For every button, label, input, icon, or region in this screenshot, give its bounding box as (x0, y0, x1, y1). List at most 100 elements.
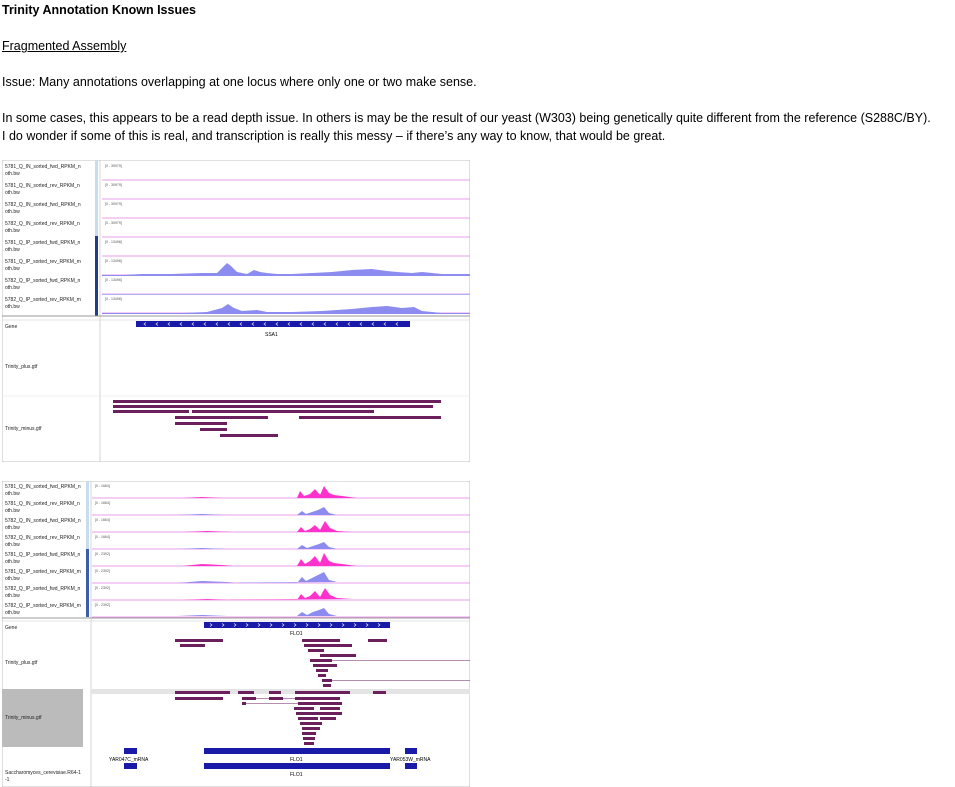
track-name[interactable]: 5782_Q_IP_sorted_rev_RPKM_m (5, 297, 81, 303)
ref-feature-flo1-box-1 (204, 748, 390, 754)
paragraph-line-1: In some cases, this appears to be a read… (2, 111, 931, 125)
track-scale: [0 - 1664] (95, 535, 110, 539)
track-name[interactable]: 5781_Q_IP_sorted_fwd_RPKM_n (5, 552, 81, 558)
track-scale: [0 - 1664] (95, 501, 110, 505)
track-name-suffix: oth.bw (5, 491, 20, 497)
track-name[interactable]: 5781_Q_IN_sorted_rev_RPKM_n (5, 501, 80, 507)
track-name-suffix: oth.bw (5, 190, 20, 196)
section-heading: Fragmented Assembly (2, 39, 127, 53)
track-name[interactable]: 5781_Q_IN_sorted_fwd_RPKM_n (5, 164, 81, 170)
strand-arrow-icon (269, 623, 273, 627)
track-name[interactable]: 5781_Q_IN_sorted_rev_RPKM_n (5, 183, 80, 189)
strand-arrow-icon (341, 623, 345, 627)
igv-screenshot-ssa1: 5781_Q_IN_sorted_fwd_RPKM_n oth.bw [0 - 30… (2, 160, 470, 462)
gene-flo1 (204, 622, 390, 628)
track-name-suffix: oth.bw (5, 576, 20, 582)
track-scale: [0 - 1664] (95, 484, 110, 488)
strand-arrow-icon (395, 322, 399, 326)
track-name[interactable]: 5781_Q_IN_sorted_fwd_RPKM_n (5, 484, 81, 490)
track-name-suffix: oth.bw (5, 610, 20, 616)
strand-arrow-icon (383, 322, 387, 326)
gene-name-ssa1: SSA1 (265, 332, 278, 338)
strand-arrow-icon (155, 322, 159, 326)
strand-arrow-icon (215, 322, 219, 326)
igv-screenshot-flo1: 5781_Q_IN_sorted_fwd_RPKM_n oth.bw [0 - 16… (2, 481, 470, 787)
track-scale: [0 - 30979] (105, 221, 122, 225)
strand-arrow-icon (293, 623, 297, 627)
strand-arrow-icon (275, 322, 279, 326)
track-scale: [0 - 13496] (105, 278, 122, 282)
track-scale: [0 - 2392] (95, 603, 110, 607)
track-name-suffix: oth.bw (5, 525, 20, 531)
ref-feature-yar053w-box (405, 748, 417, 754)
strand-arrow-icon (377, 623, 381, 627)
track-scale: [0 - 13496] (105, 297, 122, 301)
track-name-suffix: oth.bw (5, 508, 20, 514)
track-name-suffix: oth.bw (5, 266, 20, 272)
track-scale: [0 - 2392] (95, 552, 110, 556)
track-name[interactable]: 5782_Q_IN_sorted_fwd_RPKM_n (5, 202, 81, 208)
track-name[interactable]: 5781_Q_IP_sorted_rev_RPKM_m (5, 259, 81, 265)
ip-coverage-5781-fwd (102, 263, 470, 276)
strand-arrow-icon (323, 322, 327, 326)
track-scale: [0 - 30979] (105, 164, 122, 168)
strand-arrow-icon (281, 623, 285, 627)
strand-arrow-icon (299, 322, 303, 326)
track-name[interactable]: 5782_Q_IN_sorted_rev_RPKM_n (5, 221, 80, 227)
track-name-suffix: oth.bw (5, 171, 20, 177)
track-name-suffix: oth.bw (5, 247, 20, 253)
strand-arrow-icon (329, 623, 333, 627)
track-scale: [0 - 30979] (105, 202, 122, 206)
strand-arrow-icon (347, 322, 351, 326)
strand-arrow-icon (203, 322, 207, 326)
gene-track-label: Gene (5, 324, 17, 330)
ref-feature-label-yar053w: YAR053W_mRNA (390, 757, 431, 763)
strand-arrow-icon (257, 623, 261, 627)
ref-feature-flo1-box-2 (204, 763, 390, 769)
trinity-minus-transcripts (113, 400, 441, 437)
strand-arrow-icon (335, 322, 339, 326)
strand-arrow-icon (371, 322, 375, 326)
strand-arrow-icon (245, 623, 249, 627)
ip-coverage-5781-rev (102, 294, 470, 295)
track-name-suffix: oth.bw (5, 285, 20, 291)
gene-name-flo1: FLO1 (290, 631, 303, 637)
track-name[interactable]: 5781_Q_IP_sorted_rev_RPKM_m (5, 569, 81, 575)
strand-arrow-icon (209, 623, 213, 627)
trinity-minus-label: Trinity_minus.gtf (5, 426, 42, 432)
strand-arrow-icon (359, 322, 363, 326)
paragraph-line-2: I do wonder if some of this is real, and… (2, 129, 666, 143)
strand-arrow-icon (311, 322, 315, 326)
track-name[interactable]: 5782_Q_IP_sorted_fwd_RPKM_n (5, 586, 81, 592)
gene-track-label: Gene (5, 625, 17, 631)
trinity-minus-selected-bg (2, 689, 83, 747)
ref-feature-yar047c-box-2 (124, 763, 137, 769)
track-scale: [0 - 2392] (95, 586, 110, 590)
gene-ssa1 (136, 321, 410, 327)
trinity-plus-label: Trinity_plus.gtf (5, 660, 38, 666)
strand-arrow-icon (305, 623, 309, 627)
track-scale: [0 - 2392] (95, 569, 110, 573)
reference-track-label-1: Saccharomyces_cerevisiae.R64-1 (5, 770, 81, 776)
track-name-suffix: oth.bw (5, 542, 20, 548)
ref-feature-label-flo1-2: FLO1 (290, 772, 303, 778)
track-name[interactable]: 5782_Q_IP_sorted_rev_RPKM_m (5, 603, 81, 609)
track-name[interactable]: 5781_Q_IP_sorted_fwd_RPKM_n (5, 240, 81, 246)
strand-arrow-icon (251, 322, 255, 326)
track-name[interactable]: 5782_Q_IN_sorted_rev_RPKM_n (5, 535, 80, 541)
track-name[interactable]: 5782_Q_IN_sorted_fwd_RPKM_n (5, 518, 81, 524)
track-scale: [0 - 13496] (105, 259, 122, 263)
track-name-suffix: oth.bw (5, 209, 20, 215)
page-title: Trinity Annotation Known Issues (2, 3, 196, 17)
trinity-minus-transcripts (175, 691, 386, 745)
track-name[interactable]: 5782_Q_IP_sorted_fwd_RPKM_n (5, 278, 81, 284)
strand-arrow-icon (227, 322, 231, 326)
coverage-peaks-flo1 (177, 486, 357, 616)
trinity-minus-label: Trinity_minus.gtf (5, 715, 42, 721)
trinity-plus-transcripts (175, 639, 470, 687)
ref-feature-yar053w-box-2 (405, 763, 417, 769)
track-name-suffix: oth.bw (5, 559, 20, 565)
trinity-plus-label: Trinity_plus.gtf (5, 364, 38, 370)
